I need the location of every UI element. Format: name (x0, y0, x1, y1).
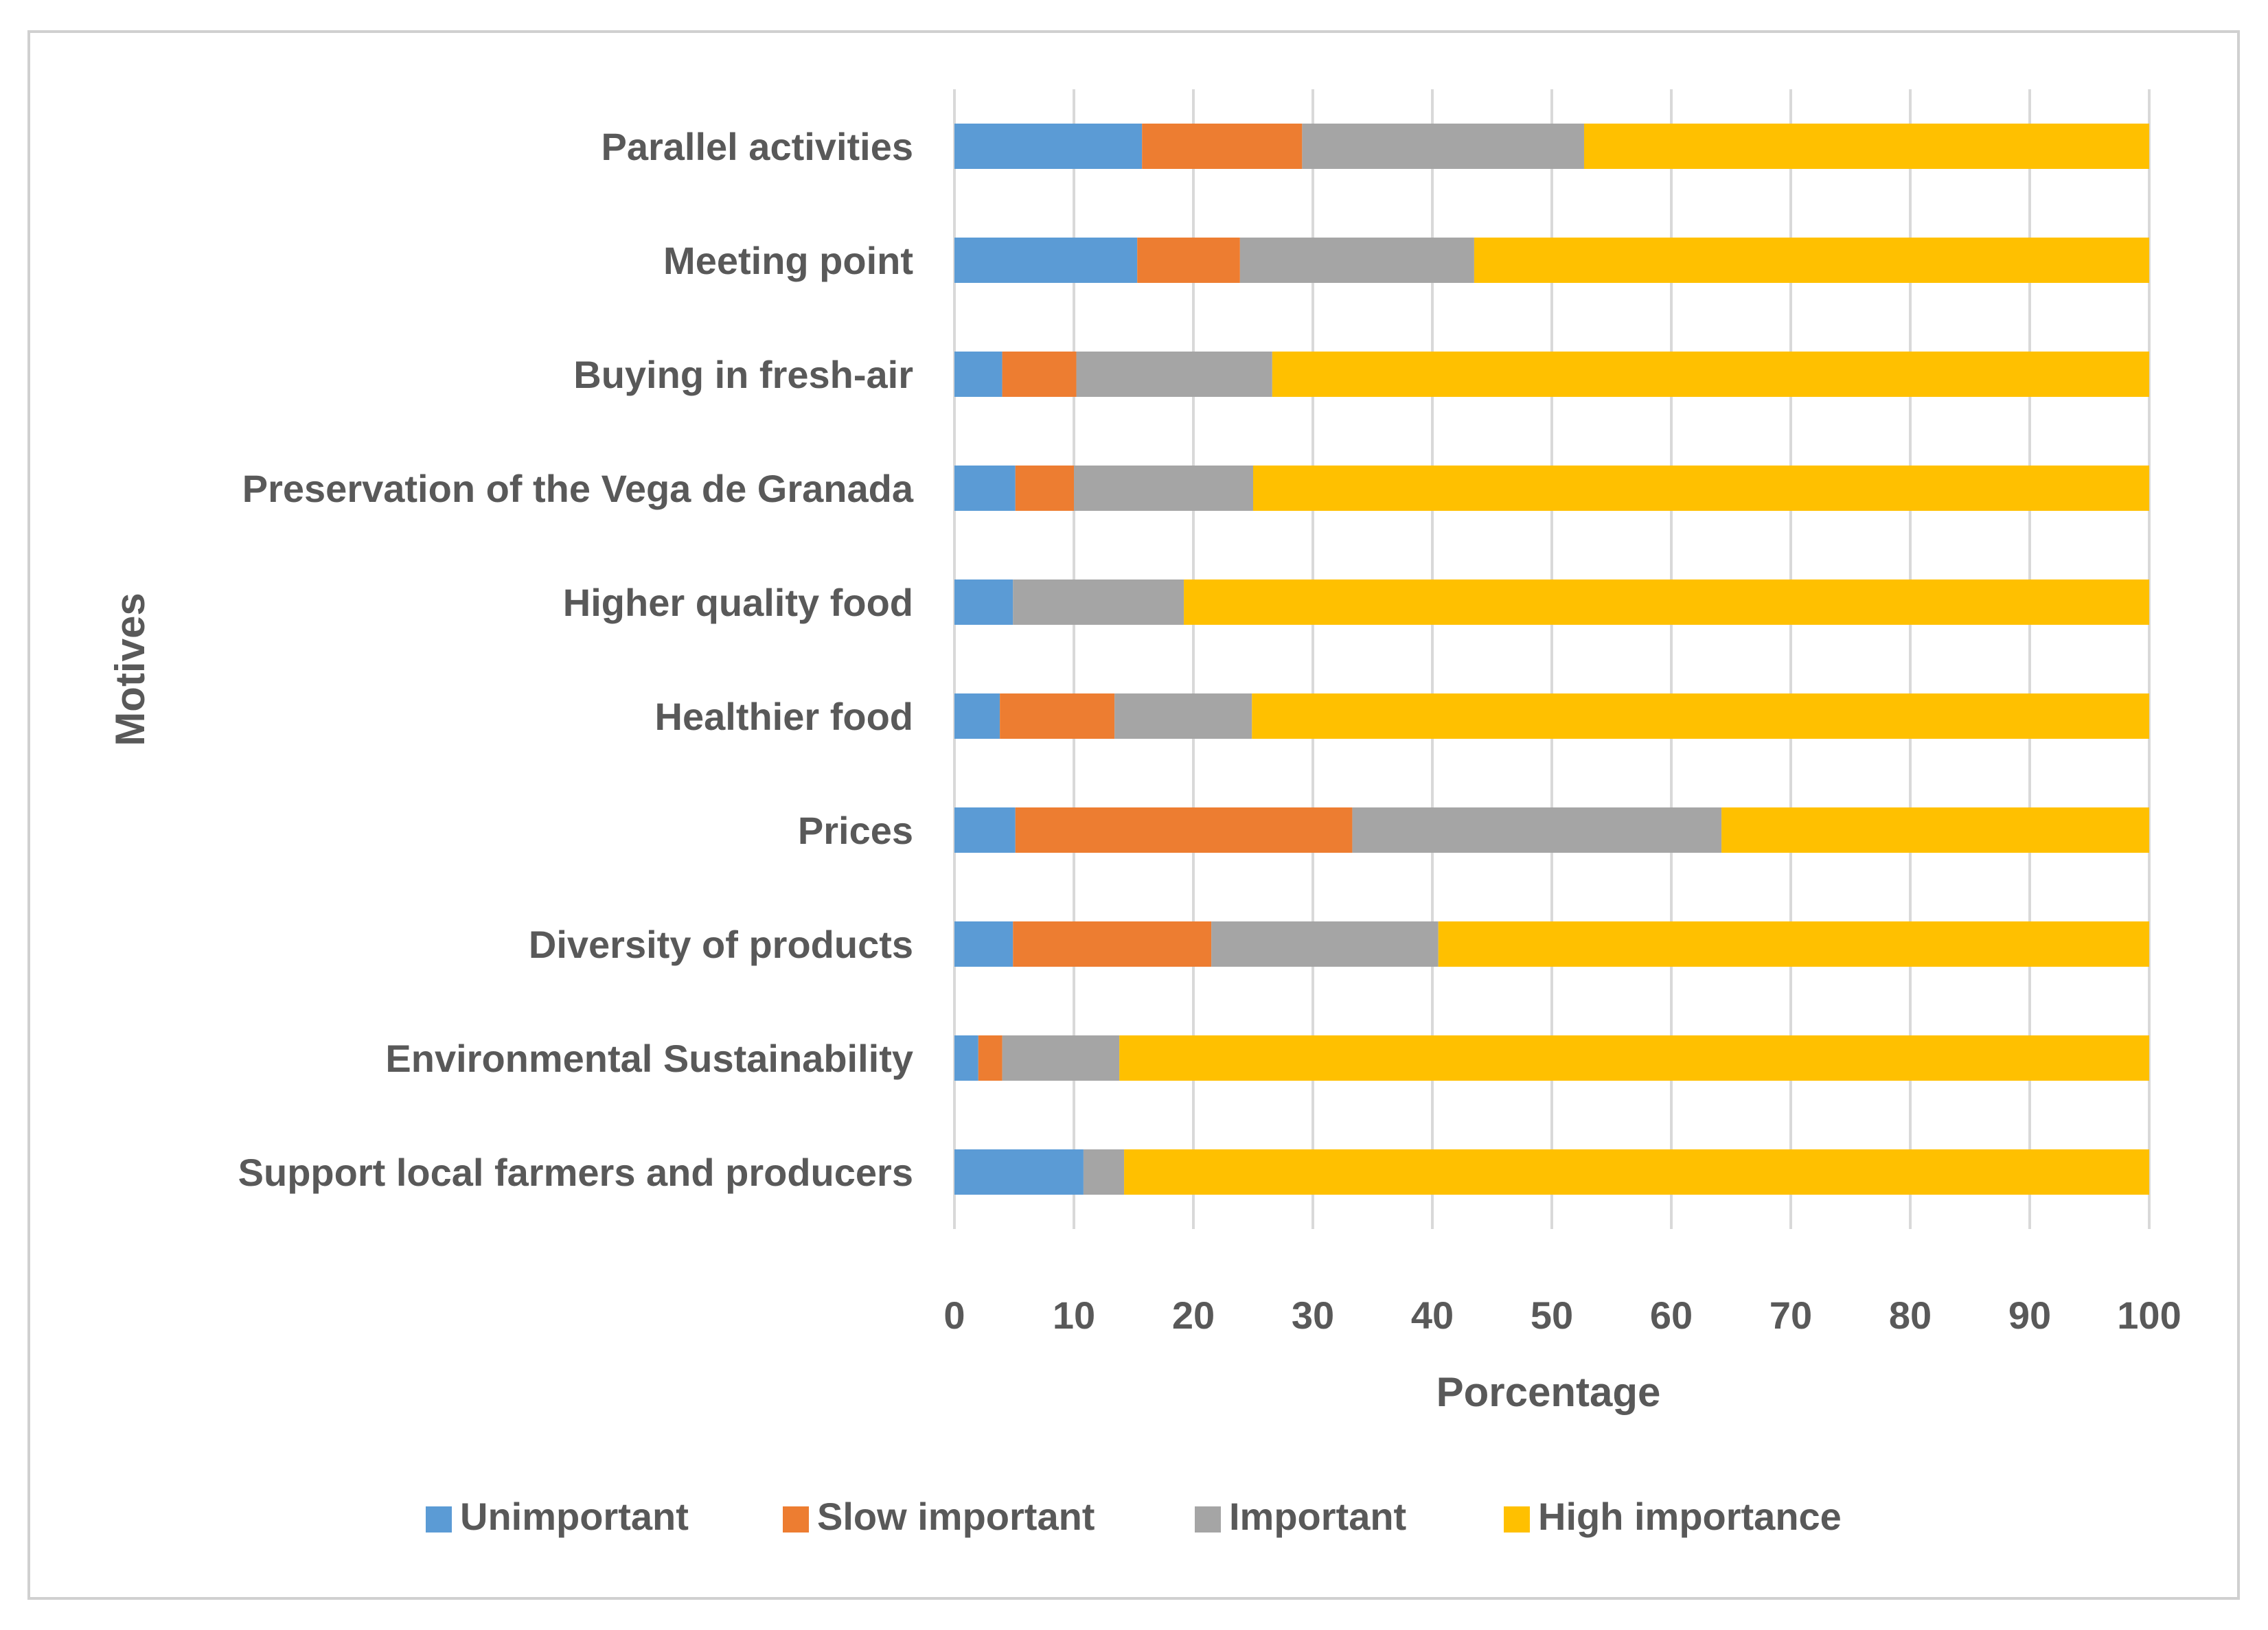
category-label: Healthier food (655, 695, 913, 738)
bar-segment-unimportant (954, 807, 1016, 853)
bar-segment-unimportant (954, 124, 1143, 169)
x-tick-label: 10 (1053, 1294, 1095, 1337)
legend-swatch (783, 1506, 809, 1533)
x-tick-label: 90 (2008, 1294, 2051, 1337)
bar-segment-high-importance (1583, 124, 2149, 169)
bar-segment-unimportant (954, 1035, 978, 1081)
bar-segment-high-importance (1184, 579, 2149, 625)
bar-segment-unimportant (954, 238, 1138, 283)
x-tick-label: 0 (943, 1294, 965, 1337)
legend-label: Important (1229, 1495, 1406, 1538)
bar-segment-important (1114, 693, 1252, 739)
bar-segment-unimportant (954, 352, 1003, 397)
legend-swatch (1195, 1506, 1221, 1533)
bar-segment-important (1352, 807, 1722, 853)
bar-segment-slow-important (1013, 921, 1212, 967)
bar-segment-slow-important (1015, 807, 1353, 853)
category-label: Support local farmers and producers (238, 1151, 913, 1194)
legend-label: High importance (1538, 1495, 1842, 1538)
x-tick-label: 30 (1292, 1294, 1334, 1337)
bar-segment-high-importance (1119, 1035, 2149, 1081)
x-tick-label: 80 (1889, 1294, 1932, 1337)
bar-segment-important (1074, 466, 1253, 511)
x-axis-ticks: 0 10 20 30 40 50 60 70 80 90 100 (943, 1294, 2181, 1337)
category-label: Diversity of products (529, 923, 913, 966)
bar-segment-unimportant (954, 693, 1000, 739)
legend-swatch (426, 1506, 452, 1533)
bar-segment-slow-important (1000, 693, 1115, 739)
bar-segment-important (1083, 1149, 1125, 1195)
x-tick-label: 70 (1769, 1294, 1812, 1337)
bar-segment-slow-important (1015, 466, 1074, 511)
bar-segment-unimportant (954, 579, 1013, 625)
legend-label: Unimportant (460, 1495, 689, 1538)
category-label: Preservation of the Vega de Granada (242, 467, 914, 510)
bar-segment-important (1211, 921, 1439, 967)
bar-segment-high-importance (1721, 807, 2149, 853)
category-label: Higher quality food (563, 581, 913, 624)
bar-segment-important (1302, 124, 1584, 169)
x-tick-label: 100 (2117, 1294, 2181, 1337)
x-tick-label: 50 (1531, 1294, 1573, 1337)
x-tick-label: 20 (1172, 1294, 1215, 1337)
bar-segment-unimportant (954, 1149, 1084, 1195)
bar-segment-important (1076, 352, 1272, 397)
bar-segment-unimportant (954, 466, 1016, 511)
bar-segment-slow-important (1137, 238, 1240, 283)
bar-segment-high-importance (1272, 352, 2149, 397)
bar-segment-slow-important (1142, 124, 1303, 169)
bar-segment-slow-important (1002, 352, 1077, 397)
category-label: Prices (798, 809, 913, 852)
category-label: Meeting point (663, 239, 913, 282)
legend: Unimportant Slow important Important High i… (426, 1495, 1842, 1538)
bar-segment-high-importance (1474, 238, 2149, 283)
category-label: Parallel activities (601, 125, 913, 168)
bar-segment-unimportant (954, 921, 1013, 967)
x-tick-label: 60 (1650, 1294, 1693, 1337)
category-label: Environmental Sustainability (385, 1037, 913, 1080)
bar-segment-high-importance (1252, 693, 2149, 739)
category-label: Buying in fresh-air (573, 353, 913, 396)
bar-segment-important (1239, 238, 1474, 283)
bar-segment-high-importance (1124, 1149, 2149, 1195)
bar-segment-slow-important (978, 1035, 1003, 1081)
bar-segment-high-importance (1438, 921, 2149, 967)
legend-label: Slow important (817, 1495, 1095, 1538)
y-axis-title: Motives (107, 593, 153, 746)
bar-segment-important (1002, 1035, 1120, 1081)
legend-swatch (1504, 1506, 1530, 1533)
x-axis-title: Porcentage (1436, 1369, 1661, 1415)
x-tick-label: 40 (1411, 1294, 1454, 1337)
bars (954, 124, 2149, 1195)
category-labels: Parallel activities Meeting point Buying i… (238, 125, 914, 1194)
bar-segment-high-importance (1253, 466, 2149, 511)
bar-segment-important (1013, 579, 1184, 625)
